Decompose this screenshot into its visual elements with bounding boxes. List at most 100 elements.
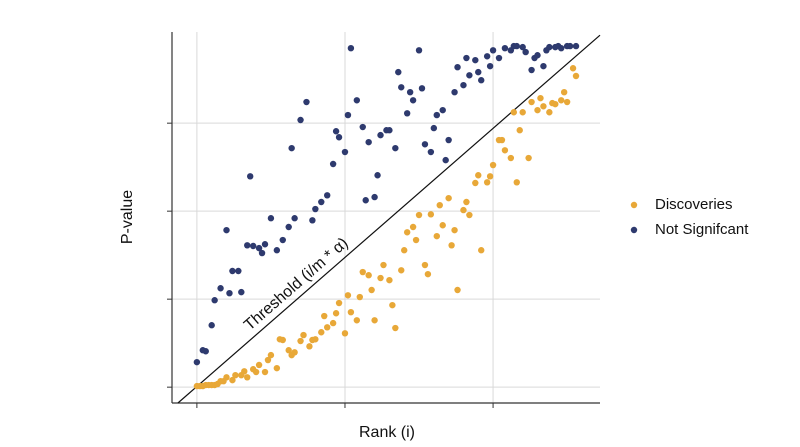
point	[519, 43, 526, 51]
point	[552, 100, 559, 108]
point	[297, 337, 304, 345]
point	[540, 62, 547, 70]
point	[324, 324, 331, 331]
point	[483, 53, 491, 60]
point	[353, 97, 361, 104]
point	[318, 329, 325, 336]
point	[368, 286, 375, 294]
point	[424, 270, 432, 278]
point	[359, 123, 366, 131]
point	[261, 368, 269, 376]
point	[537, 94, 544, 102]
point	[448, 242, 455, 249]
point	[235, 267, 242, 275]
point	[486, 62, 494, 70]
point	[569, 65, 577, 72]
point	[409, 97, 417, 104]
point	[451, 88, 458, 96]
point	[386, 276, 393, 284]
point	[285, 223, 292, 231]
point	[217, 285, 224, 292]
point	[433, 111, 440, 119]
point	[371, 193, 378, 201]
point	[472, 179, 479, 187]
legend-marker	[630, 226, 638, 234]
point	[335, 134, 343, 141]
point	[498, 136, 506, 144]
point	[238, 288, 245, 296]
point	[267, 351, 275, 359]
point	[229, 267, 236, 275]
legend-marker	[630, 201, 638, 209]
point	[318, 198, 325, 206]
point	[392, 144, 399, 152]
point	[329, 319, 337, 327]
point	[415, 47, 423, 54]
point	[377, 274, 384, 282]
point	[510, 109, 518, 116]
point	[261, 241, 269, 248]
point	[249, 242, 257, 250]
point	[409, 223, 417, 231]
point	[356, 293, 363, 301]
point	[193, 358, 201, 366]
point	[312, 205, 319, 213]
point	[507, 154, 515, 162]
point	[374, 172, 381, 179]
point	[365, 138, 372, 146]
point	[403, 229, 411, 236]
point	[516, 127, 523, 134]
point	[365, 272, 372, 279]
point	[244, 242, 251, 249]
point	[279, 336, 286, 344]
point	[501, 147, 509, 154]
point	[341, 330, 349, 337]
point	[291, 215, 298, 222]
point	[244, 374, 251, 381]
point	[246, 173, 254, 180]
legend-label: Not Signifcant	[655, 221, 749, 238]
point	[241, 368, 248, 375]
point	[421, 261, 429, 269]
point	[525, 154, 532, 162]
point	[501, 44, 509, 52]
point	[534, 52, 541, 59]
point	[288, 144, 295, 152]
point	[255, 361, 263, 369]
point	[460, 206, 467, 214]
point	[433, 232, 440, 240]
point	[436, 201, 443, 209]
point	[223, 226, 230, 234]
point	[297, 116, 304, 124]
point	[546, 43, 553, 51]
point	[398, 267, 405, 274]
y-axis-label: P-value	[119, 190, 136, 244]
point	[332, 128, 340, 135]
point	[300, 331, 307, 339]
legend-label: Discoveries	[655, 196, 733, 213]
point	[226, 289, 233, 297]
point	[427, 211, 435, 218]
point	[463, 54, 470, 62]
point	[430, 124, 438, 132]
point	[362, 197, 369, 204]
point	[347, 44, 355, 52]
point	[478, 247, 485, 254]
point	[255, 244, 263, 252]
point	[534, 106, 541, 114]
point	[466, 72, 473, 79]
point	[347, 308, 355, 316]
point	[389, 301, 396, 309]
point	[285, 347, 292, 354]
point	[341, 148, 349, 156]
point	[442, 156, 449, 164]
point	[557, 97, 565, 104]
x-axis-label: Rank (i)	[359, 424, 415, 441]
threshold-line	[177, 34, 601, 404]
point	[377, 131, 384, 139]
point	[472, 56, 479, 64]
point	[460, 81, 467, 89]
point	[418, 85, 426, 92]
point	[229, 376, 236, 384]
